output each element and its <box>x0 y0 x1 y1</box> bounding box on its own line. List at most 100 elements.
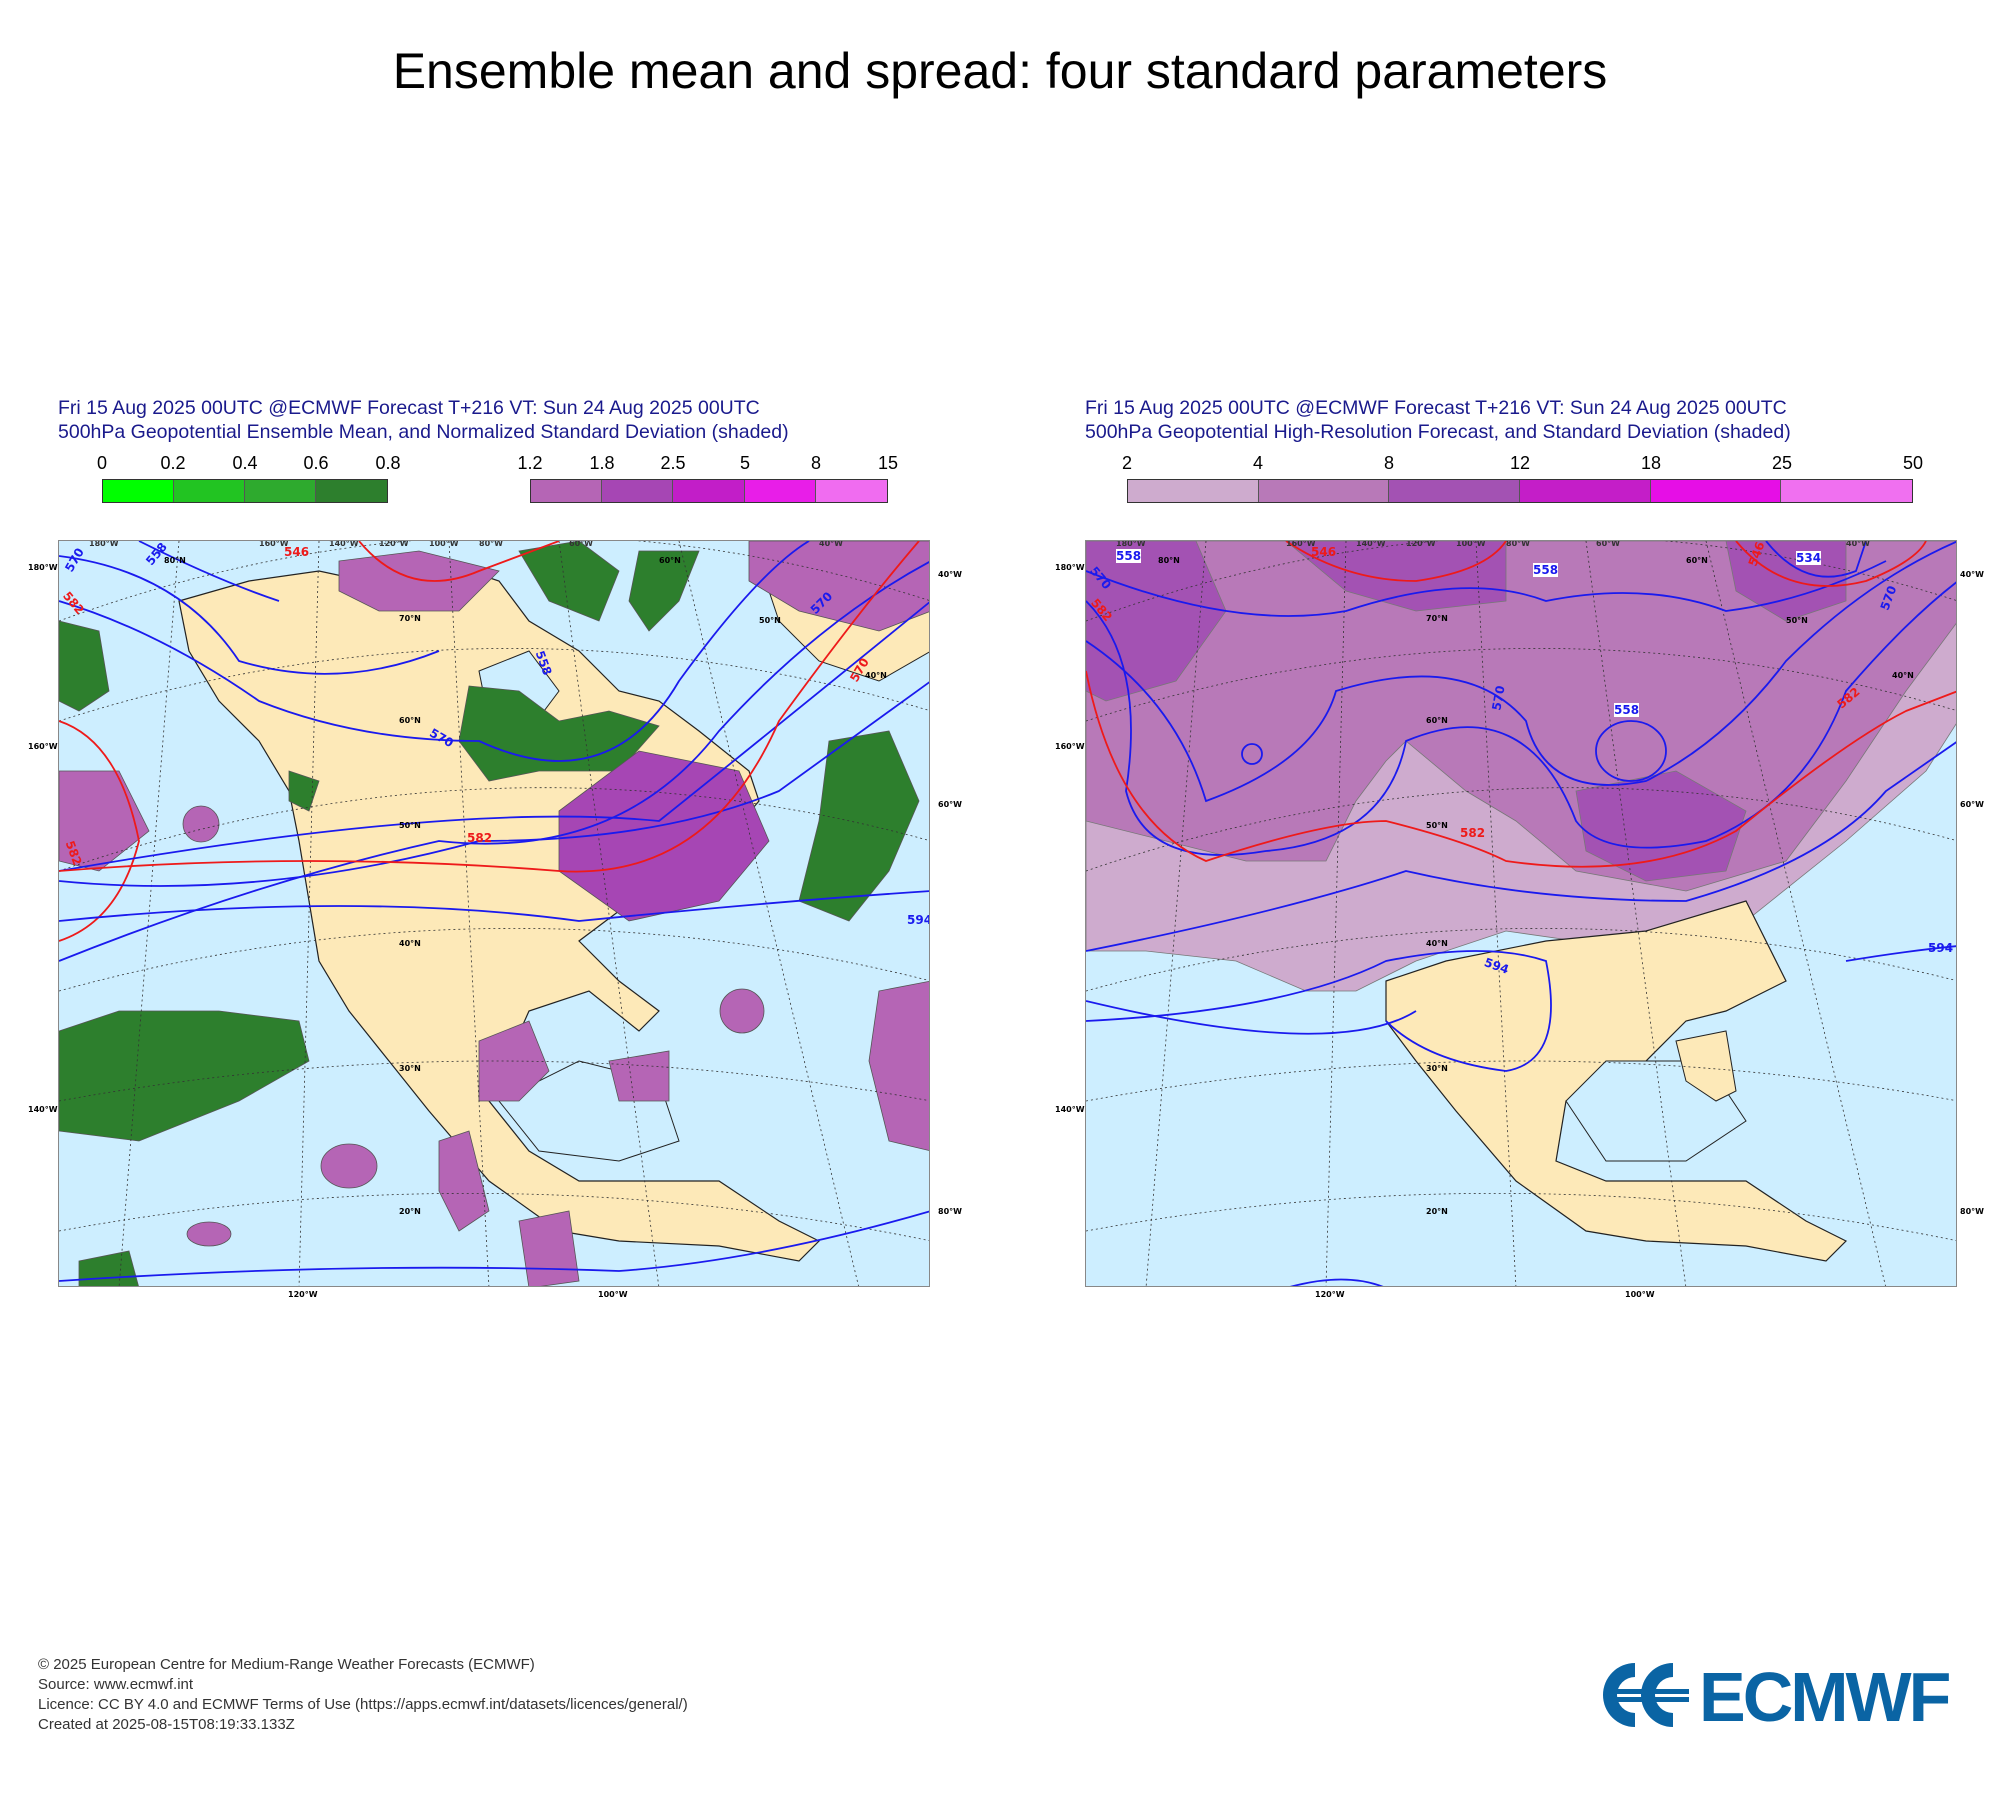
map-svg <box>59 541 929 1286</box>
high-spread-area <box>186 1221 232 1247</box>
green-swatches <box>102 479 388 503</box>
colorbar-tick: 4 <box>1252 453 1264 473</box>
high-spread-area <box>320 1143 378 1189</box>
lat-label: 80°N <box>1158 556 1180 565</box>
contour-label: 558 <box>1116 549 1142 563</box>
colorbar-swatch <box>245 480 316 502</box>
colorbar-tick: 0 <box>96 453 108 473</box>
lon-label: 60°W <box>1960 800 1984 809</box>
lon-label: 40°W <box>1846 540 1870 548</box>
footer-created: Created at 2025-08-15T08:19:33.133Z <box>38 1716 295 1733</box>
contour-label: 534 <box>1796 551 1822 565</box>
colorbar-swatch <box>673 480 745 502</box>
colorbar-swatch <box>103 480 174 502</box>
high-spread-area <box>338 550 500 612</box>
high-spread-area <box>608 1050 670 1102</box>
colorbar-swatch <box>1258 480 1390 502</box>
lat-label: 70°N <box>399 614 421 623</box>
colorbar-tick: 8 <box>1383 453 1395 473</box>
high-spread-area <box>558 750 770 922</box>
geopotential-contours <box>59 541 929 1282</box>
spread-area-high <box>1575 770 1747 882</box>
high-spread-area <box>868 980 929 1151</box>
footer-copyright: © 2025 European Centre for Medium-Range … <box>38 1656 535 1673</box>
colorbar-tick: 15 <box>877 453 899 473</box>
hres-forecast-map[interactable]: 180°W 160°W 140°W 120°W 100°W 80°W 60°W … <box>1085 540 1957 1287</box>
colorbar-tick: 0.6 <box>303 453 329 473</box>
ensemble-mean-map[interactable]: 180°W 160°W 140°W 120°W 100°W 80°W 60°W … <box>58 540 930 1287</box>
low-spread-area <box>59 1010 310 1142</box>
graticule <box>1086 541 1956 1286</box>
panel-title-line1: Fri 15 Aug 2025 00UTC @ECMWF Forecast T+… <box>58 397 760 419</box>
north-america-land <box>1385 900 1848 1262</box>
low-spread-area <box>518 541 620 622</box>
lat-label: 40°N <box>865 671 887 680</box>
colorbar-tick: 18 <box>1640 453 1662 473</box>
geopotential-contours <box>1086 541 1956 1286</box>
spread-swatches <box>1127 479 1913 503</box>
colorbar-swatch <box>744 480 816 502</box>
logo-text: ECMWF <box>1699 1658 1951 1736</box>
colorbar-swatch <box>316 480 387 502</box>
north-america-land <box>178 560 821 1262</box>
lon-label: 180°W <box>89 540 119 548</box>
lon-label: 80°W <box>479 540 503 548</box>
low-spread-area <box>458 685 660 782</box>
lon-label: 120°W <box>1406 540 1436 548</box>
colorbar-tick: 0.8 <box>375 453 401 473</box>
colorbar-tick: 0.4 <box>232 453 258 473</box>
high-spread-area <box>748 541 929 632</box>
panel-title-line1: Fri 15 Aug 2025 00UTC @ECMWF Forecast T+… <box>1085 397 1787 419</box>
lon-label: 180°W <box>1116 540 1146 548</box>
lon-label: 100°W <box>1456 540 1486 548</box>
lon-label: 60°W <box>1596 540 1620 548</box>
footer-licence: Licence: CC BY 4.0 and ECMWF Terms of Us… <box>38 1696 688 1713</box>
lon-label: 40°W <box>938 570 962 579</box>
low-spread-area <box>59 620 110 712</box>
lon-label: 40°W <box>1960 570 1984 579</box>
contour-label: 582 <box>1460 826 1486 840</box>
ecmwf-logo: ECMWF <box>1595 1655 1975 1736</box>
high-spread-area <box>478 1020 550 1102</box>
panel-title-line2: 500hPa Geopotential High-Resolution Fore… <box>1085 421 1791 443</box>
lat-label: 60°N <box>1426 716 1448 725</box>
lon-label: 140°W <box>1055 1105 1085 1114</box>
colorbar-swatch <box>1650 480 1782 502</box>
ecmwf-logo-mark <box>1603 1663 1689 1727</box>
lon-label: 80°W <box>1960 1207 1984 1216</box>
footer-source: Source: www.ecmwf.int <box>38 1676 194 1693</box>
lat-label: 20°N <box>399 1207 421 1216</box>
lon-label: 80°W <box>1506 540 1530 548</box>
contour-label: 546 <box>284 545 310 559</box>
colorbar-swatch <box>531 480 603 502</box>
lon-label: 120°W <box>1315 1290 1345 1299</box>
high-spread-area <box>438 1130 490 1232</box>
colorbar-tick: 8 <box>810 453 822 473</box>
colorbar-tick: 1.8 <box>589 453 615 473</box>
colorbar-tick: 50 <box>1902 453 1924 473</box>
lon-label: 160°W <box>1055 742 1085 751</box>
colorbar-tick: 5 <box>739 453 751 473</box>
contour-label: 558 <box>1614 703 1640 717</box>
lat-label: 60°N <box>1686 556 1708 565</box>
hres-forecast-panel: Fri 15 Aug 2025 00UTC @ECMWF Forecast T+… <box>1055 395 2000 1299</box>
ensemble-mean-panel: Fri 15 Aug 2025 00UTC @ECMWF Forecast T+… <box>28 395 988 1299</box>
lat-label: 50°N <box>1426 821 1448 830</box>
lon-label: 60°W <box>569 540 593 548</box>
lat-label: 50°N <box>1786 616 1808 625</box>
colorbar-swatch <box>602 480 674 502</box>
colorbar-swatch <box>815 480 887 502</box>
colorbar-tick: 1.2 <box>517 453 543 473</box>
lon-label: 140°W <box>329 540 359 548</box>
lat-label: 70°N <box>1426 614 1448 623</box>
contour-label: 594 <box>1928 941 1954 955</box>
panel-title-line2: 500hPa Geopotential Ensemble Mean, and N… <box>58 421 789 443</box>
colorbar-swatch <box>1128 480 1259 502</box>
colorbar-tick: 0.2 <box>160 453 186 473</box>
lat-label: 30°N <box>399 1064 421 1073</box>
high-spread-area <box>518 1210 580 1286</box>
colorbar-swatch <box>1519 480 1651 502</box>
contour-label: 546 <box>1311 545 1337 559</box>
low-spread-area <box>288 770 320 812</box>
florida <box>1675 1030 1737 1102</box>
